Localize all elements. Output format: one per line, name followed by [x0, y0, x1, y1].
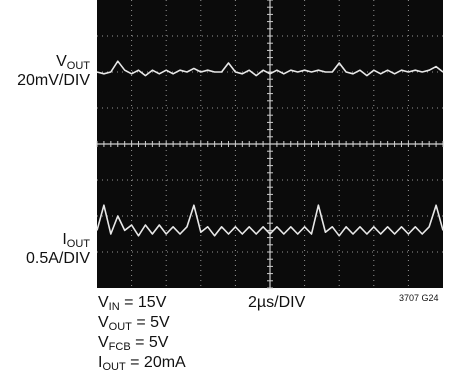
iout-scale-label: 0.5A/DIV — [25, 250, 90, 267]
scope-grid — [96, 0, 444, 289]
condition-iout: IOUT = 20mA — [98, 354, 186, 373]
figure-code: 3707 G24 — [399, 293, 439, 303]
condition-vfcb: VFCB = 5V — [98, 334, 169, 353]
condition-vout: VOUT = 5V — [98, 314, 170, 333]
vout-trace — [96, 60, 444, 77]
timebase-label: 2µs/DIV — [248, 294, 306, 311]
scope-traces — [96, 60, 444, 237]
iout-channel-label: IOUT — [62, 231, 90, 250]
vout-channel-label: VOUT — [56, 53, 90, 72]
iout-trace — [96, 204, 444, 237]
condition-vin: VIN = 15V — [98, 294, 167, 313]
vout-scale-label: 20mV/DIV — [17, 72, 90, 89]
